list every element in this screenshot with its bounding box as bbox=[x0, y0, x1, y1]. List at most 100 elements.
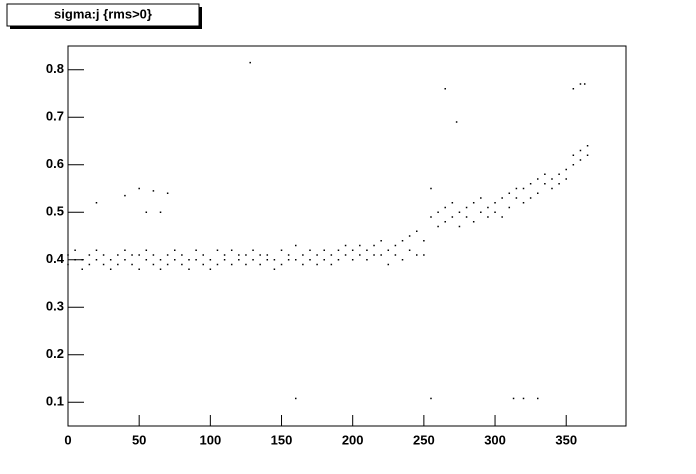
point bbox=[579, 159, 582, 161]
point bbox=[166, 192, 169, 194]
y-tick-label: 0.7 bbox=[46, 109, 64, 124]
point bbox=[423, 254, 425, 256]
point bbox=[494, 202, 496, 204]
point bbox=[88, 254, 91, 256]
point bbox=[230, 249, 233, 251]
point bbox=[316, 263, 318, 266]
point bbox=[102, 263, 105, 266]
y-tick-label: 0.2 bbox=[46, 346, 64, 361]
point bbox=[174, 249, 176, 251]
point bbox=[131, 254, 133, 256]
y-tick-label: 0.1 bbox=[46, 394, 64, 409]
point bbox=[145, 211, 148, 213]
point bbox=[387, 249, 390, 251]
point bbox=[124, 259, 126, 261]
point bbox=[259, 254, 261, 256]
point bbox=[512, 397, 515, 400]
x-tick-label: 300 bbox=[484, 432, 506, 447]
y-tick-label: 0.8 bbox=[46, 61, 64, 76]
point bbox=[536, 178, 539, 180]
x-tick-label: 150 bbox=[271, 432, 293, 447]
point bbox=[551, 178, 553, 180]
point bbox=[366, 259, 368, 261]
point bbox=[444, 88, 446, 90]
point bbox=[366, 249, 368, 251]
point bbox=[423, 240, 425, 242]
point bbox=[408, 249, 411, 251]
point bbox=[202, 254, 204, 256]
point bbox=[138, 254, 140, 256]
point bbox=[430, 187, 432, 190]
point bbox=[309, 249, 311, 251]
point bbox=[252, 259, 254, 261]
title-box bbox=[6, 3, 200, 27]
point bbox=[544, 183, 546, 185]
point bbox=[273, 259, 276, 261]
x-tick-label: 100 bbox=[199, 432, 221, 447]
point bbox=[558, 173, 560, 175]
y-tick-label: 0.6 bbox=[46, 156, 64, 171]
point bbox=[337, 249, 340, 251]
point bbox=[579, 149, 582, 152]
point bbox=[330, 254, 333, 256]
point bbox=[494, 211, 496, 213]
x-tick-label: 50 bbox=[132, 432, 146, 447]
point bbox=[81, 268, 83, 270]
point bbox=[465, 216, 468, 218]
point bbox=[444, 221, 446, 223]
point bbox=[188, 259, 190, 261]
point bbox=[145, 259, 148, 261]
point bbox=[501, 197, 503, 199]
point bbox=[586, 145, 589, 147]
point bbox=[287, 254, 290, 256]
point bbox=[416, 254, 418, 256]
point bbox=[394, 254, 397, 256]
point bbox=[316, 254, 318, 256]
point bbox=[202, 263, 204, 266]
point bbox=[252, 249, 254, 251]
point bbox=[109, 268, 112, 270]
point bbox=[124, 249, 126, 251]
point bbox=[401, 240, 404, 242]
point bbox=[572, 88, 575, 90]
point bbox=[337, 259, 340, 261]
point bbox=[344, 244, 347, 247]
point bbox=[359, 254, 361, 256]
point bbox=[166, 263, 169, 266]
point bbox=[81, 259, 83, 261]
point bbox=[544, 173, 546, 175]
point bbox=[565, 168, 567, 171]
point bbox=[67, 254, 69, 256]
point bbox=[166, 254, 169, 256]
point bbox=[408, 235, 411, 237]
point bbox=[238, 259, 240, 261]
point bbox=[295, 244, 297, 247]
point bbox=[266, 259, 269, 261]
point bbox=[455, 121, 458, 123]
chart-title: sigma:j {rms>0} bbox=[54, 6, 152, 21]
x-tick-label: 350 bbox=[555, 432, 577, 447]
point bbox=[359, 244, 361, 247]
point bbox=[522, 187, 525, 190]
point bbox=[280, 249, 283, 251]
point bbox=[416, 230, 418, 232]
point bbox=[515, 187, 518, 190]
point bbox=[216, 249, 219, 251]
point bbox=[309, 259, 311, 261]
point bbox=[380, 254, 382, 256]
point bbox=[145, 249, 148, 251]
point bbox=[245, 254, 247, 256]
point bbox=[472, 221, 475, 223]
point bbox=[565, 178, 567, 180]
point bbox=[515, 197, 518, 199]
point bbox=[465, 206, 468, 209]
x-tick-label: 200 bbox=[342, 432, 364, 447]
plot-frame bbox=[67, 45, 627, 427]
point bbox=[373, 254, 375, 256]
point bbox=[159, 211, 162, 213]
point bbox=[159, 268, 162, 270]
point bbox=[259, 263, 261, 266]
point bbox=[88, 263, 91, 266]
point bbox=[181, 263, 183, 266]
